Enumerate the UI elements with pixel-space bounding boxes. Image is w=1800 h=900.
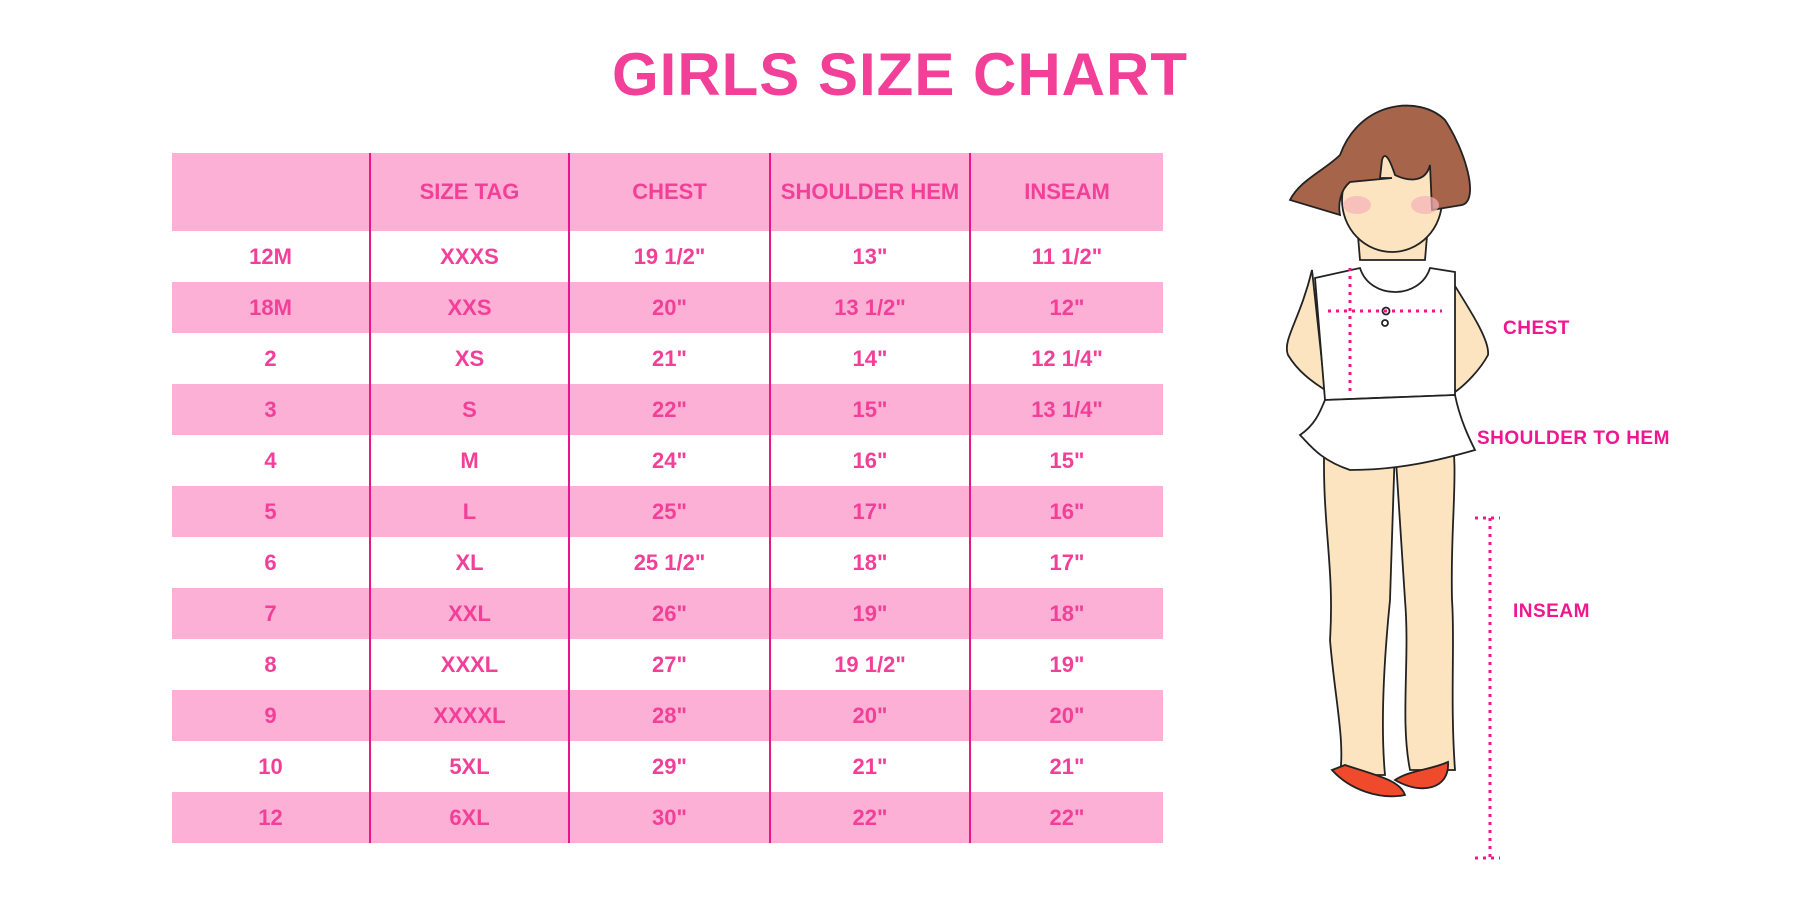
table-row: 2 XS 21" 14" 12 1/4" [172,333,1163,384]
table-cell: XXXXL [370,690,570,741]
table-cell: 24" [569,435,771,486]
table-cell: 12 [172,792,371,843]
table-cell: 15" [770,384,971,435]
table-cell: 10 [172,741,371,792]
table-row: 6 XL 25 1/2" 18" 17" [172,537,1163,588]
table-cell: 16" [770,435,971,486]
table-cell: XXXS [370,231,570,282]
table-cell: 20" [569,282,771,333]
table-cell: 19" [1049,651,1085,677]
table-row: 7 XXL 26" 19" 18" [172,588,1163,639]
table-cell: 6XL [370,792,570,843]
table-cell: 12M [172,231,371,282]
table-cell: 19" [770,588,971,639]
table-cell: 12" [970,282,1163,333]
table-cell: 13 1/4" [970,384,1163,435]
table-cell: 19 1/2" [569,231,771,282]
table-cell: 5XL [370,741,570,792]
table-cell: 11 1/2" [1031,243,1103,269]
table-cell: 26" [569,588,771,639]
column-header: SIZE TAG [370,153,570,231]
table-cell: 16" [970,486,1163,537]
table-cell: XXS [370,282,570,333]
inseam-label: INSEAM [1513,601,1590,622]
table-cell: XXXL [370,639,570,690]
table-cell: 22" [970,792,1163,843]
table-row: 12 6XL 30" 22" 22" [172,792,1163,843]
table-row: 3 S 22" 15" 13 1/4" [172,384,1163,435]
table-cell: 4 [172,435,371,486]
table-row: 4 M 24" 16" 15" [172,435,1163,486]
column-header: INSEAM [970,153,1163,231]
page-title: GIRLS SIZE CHART [611,41,1188,108]
table-cell: 17" [1049,549,1085,575]
table-cell: M [370,435,570,486]
table-cell: 20" [970,690,1163,741]
girl-illustration [1285,104,1500,860]
table-cell: 27" [569,639,771,690]
table-cell: XL [370,537,570,588]
table-cell: 14" [770,333,971,384]
column-header: SHOULDER HEM [770,153,971,231]
table-cell: XS [370,333,570,384]
table-cell: 18" [970,588,1163,639]
table-cell: 17" [770,486,971,537]
table-cell: 25 1/2" [569,537,771,588]
table-cell: 29" [569,741,771,792]
table-cell: 21" [770,741,971,792]
table-cell: 21" [1049,753,1085,779]
table-cell: XXL [370,588,570,639]
table-cell: 6 [172,537,371,588]
table-cell: 9 [172,690,371,741]
table-cell: 21" [569,333,771,384]
table-cell: 22" [569,384,771,435]
table-cell: L [370,486,570,537]
table-row: 5 L 25" 17" 16" [172,486,1163,537]
column-header [172,153,371,231]
column-header: CHEST [569,153,771,231]
table-cell: 5 [172,486,371,537]
table-cell: 8 [172,639,371,690]
size-table: SIZE TAG CHEST SHOULDER HEM INSEAM 12M XXXS 1… [172,153,1163,843]
table-cell: 13 1/2" [770,282,971,333]
table-row: 12M XXXS 19 1/2" 13" 11 1/2" [172,231,1163,282]
table-cell: 22" [770,792,971,843]
shoulder-to-hem-label: SHOULDER TO HEM [1477,428,1670,449]
table-cell: 28" [569,690,771,741]
table-row: 18M XXS 20" 13 1/2" 12" [172,282,1163,333]
table-cell: 2 [172,333,371,384]
table-row: 8 XXXL 27" 19 1/2" 19" [172,639,1163,690]
table-row: 9 XXXXL 28" 20" 20" [172,690,1163,741]
table-cell: 13" [770,231,971,282]
table-cell: 20" [770,690,971,741]
table-row: 10 5XL 29" 21" 21" [172,741,1163,792]
table-cell: 19 1/2" [770,639,971,690]
table-cell: S [370,384,570,435]
table-cell: 25" [569,486,771,537]
table-header-row: SIZE TAG CHEST SHOULDER HEM INSEAM [172,153,1163,231]
table-cell: 18" [770,537,971,588]
table-cell: 3 [172,384,371,435]
table-cell: 7 [172,588,371,639]
table-cell: 15" [1049,447,1085,473]
table-cell: 18M [172,282,371,333]
table-cell: 30" [569,792,771,843]
table-cell: 12 1/4" [1031,345,1103,371]
chest-label: CHEST [1503,318,1570,339]
